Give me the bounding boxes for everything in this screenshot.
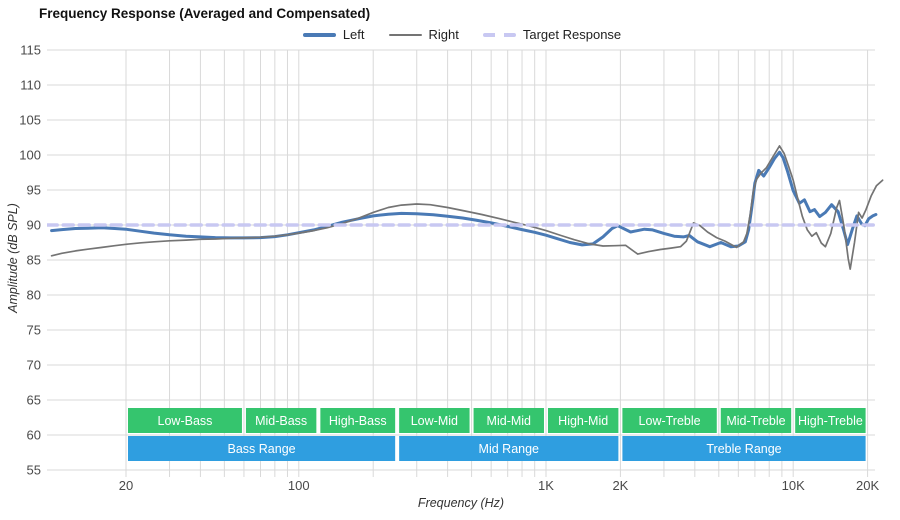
band-label: High-Treble <box>798 414 863 428</box>
x-tick-label: 20K <box>856 478 879 493</box>
band-low-mid[interactable] <box>399 408 470 433</box>
legend-label-left: Left <box>342 27 365 42</box>
x-axis-label: Frequency (Hz) <box>417 496 505 510</box>
y-tick-label: 90 <box>27 218 41 233</box>
band-label: Treble Range <box>706 442 781 456</box>
band-low-treble[interactable] <box>622 408 717 433</box>
legend-label-right: Right <box>428 27 459 42</box>
frequency-range-bands: Low-Bass Mid-Bass High-Bass Low-Mid Mid-Mid H… <box>128 408 866 461</box>
y-tick-label: 55 <box>27 463 41 478</box>
band-mid-mid[interactable] <box>473 408 544 433</box>
y-tick-label: 65 <box>27 393 41 408</box>
legend: Left Right Target Response <box>12 27 900 42</box>
band-label: High-Mid <box>558 414 608 428</box>
y-axis-tick-labels: 115 110 105 100 95 90 85 80 75 70 65 60 55 <box>19 43 41 478</box>
band-high-treble[interactable] <box>795 408 866 433</box>
x-tick-label: 20 <box>119 478 133 493</box>
band-high-mid[interactable] <box>547 408 619 433</box>
x-tick-label: 2K <box>612 478 628 493</box>
band-label: Mid-Mid <box>487 414 531 428</box>
target-dashed-swatch-icon <box>482 32 516 37</box>
y-tick-label: 100 <box>19 148 41 163</box>
band-label: High-Bass <box>329 414 387 428</box>
right-line-swatch-icon <box>388 33 422 36</box>
band-mid-bass[interactable] <box>245 408 317 433</box>
y-tick-label: 95 <box>27 183 41 198</box>
y-tick-label: 110 <box>20 78 41 93</box>
y-tick-label: 80 <box>27 288 41 303</box>
band-mid-treble[interactable] <box>720 408 792 433</box>
y-tick-label: 115 <box>20 43 41 58</box>
x-tick-label: 10K <box>782 478 805 493</box>
legend-label-target-response: Target Response <box>522 27 622 42</box>
y-tick-label: 70 <box>27 358 41 373</box>
chart-title: Frequency Response (Averaged and Compens… <box>39 6 371 21</box>
band-high-bass[interactable] <box>320 408 396 433</box>
curve-right <box>50 145 884 270</box>
legend-item-left: Left <box>302 27 365 42</box>
y-tick-label: 85 <box>27 253 41 268</box>
y-axis-label: Amplitude (dB SPL) <box>6 203 20 313</box>
legend-item-right: Right <box>388 27 459 42</box>
band-label: Mid Range <box>479 442 539 456</box>
y-tick-label: 75 <box>27 323 41 338</box>
band-mid-range[interactable] <box>399 436 619 461</box>
band-label: Mid-Bass <box>255 414 307 428</box>
band-label: Low-Mid <box>411 414 458 428</box>
band-label: Mid-Treble <box>726 414 785 428</box>
band-bass-range[interactable] <box>128 436 396 461</box>
band-low-bass[interactable] <box>128 408 242 433</box>
band-label: Bass Range <box>228 442 296 456</box>
y-tick-label: 60 <box>27 428 41 443</box>
y-tick-label: 105 <box>19 113 41 128</box>
x-axis-tick-labels: 20 100 1K 2K 10K 20K <box>119 478 880 493</box>
x-tick-label: 1K <box>538 478 554 493</box>
band-label: Low-Bass <box>158 414 213 428</box>
left-line-swatch-icon <box>302 32 336 37</box>
legend-item-target-response: Target Response <box>482 27 622 42</box>
band-treble-range[interactable] <box>622 436 866 461</box>
band-label: Low-Treble <box>639 414 701 428</box>
x-tick-label: 100 <box>288 478 310 493</box>
